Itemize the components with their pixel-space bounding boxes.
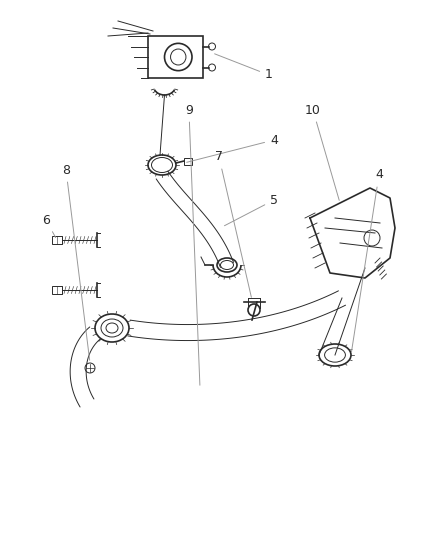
Text: 4: 4: [351, 168, 383, 352]
Bar: [52, 236, 62, 244]
Text: 5: 5: [224, 193, 278, 225]
Bar: [52, 286, 62, 294]
Text: 10: 10: [305, 103, 339, 200]
Bar: [184, 158, 192, 165]
Text: 9: 9: [185, 103, 200, 385]
Text: 4: 4: [187, 133, 278, 163]
Polygon shape: [310, 188, 395, 278]
Circle shape: [85, 363, 95, 373]
Text: 6: 6: [42, 214, 56, 238]
Text: 7: 7: [215, 150, 251, 297]
Text: 1: 1: [215, 54, 273, 82]
Text: 8: 8: [62, 164, 90, 360]
